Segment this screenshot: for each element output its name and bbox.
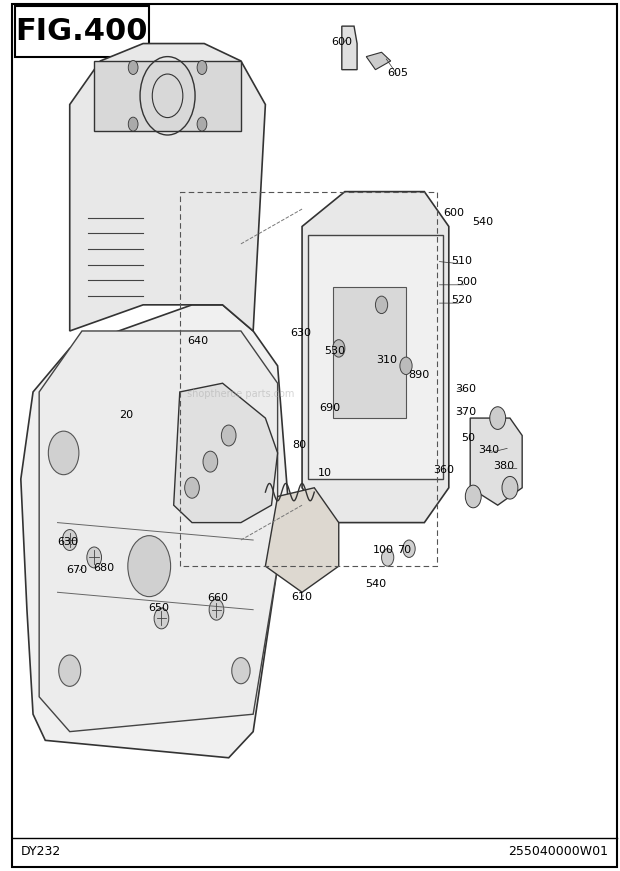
Text: 690: 690 xyxy=(319,402,340,413)
Circle shape xyxy=(59,655,81,686)
Text: 310: 310 xyxy=(376,354,397,365)
Text: 630: 630 xyxy=(290,327,311,338)
Text: FIG.400: FIG.400 xyxy=(16,17,148,46)
Text: 610: 610 xyxy=(291,591,312,602)
Polygon shape xyxy=(470,418,522,505)
Circle shape xyxy=(403,540,415,557)
Text: 630: 630 xyxy=(58,537,78,547)
Text: 890: 890 xyxy=(408,369,430,380)
Text: 680: 680 xyxy=(93,563,114,573)
Text: 360: 360 xyxy=(433,465,454,476)
Text: DY232: DY232 xyxy=(21,846,61,858)
Circle shape xyxy=(197,118,207,132)
Text: 600: 600 xyxy=(443,207,464,218)
Circle shape xyxy=(221,425,236,446)
Text: 70: 70 xyxy=(397,545,411,556)
Circle shape xyxy=(128,61,138,75)
Polygon shape xyxy=(342,26,357,70)
Polygon shape xyxy=(69,44,265,331)
Circle shape xyxy=(376,296,388,314)
Text: 255040000W01: 255040000W01 xyxy=(508,846,608,858)
Bar xyxy=(15,6,149,57)
Polygon shape xyxy=(265,488,339,592)
Polygon shape xyxy=(366,52,391,70)
Polygon shape xyxy=(94,61,241,131)
Text: 510: 510 xyxy=(451,256,472,267)
Text: 640: 640 xyxy=(188,336,209,347)
Text: 50: 50 xyxy=(461,433,476,443)
Circle shape xyxy=(490,407,506,429)
Circle shape xyxy=(128,536,171,597)
Text: 660: 660 xyxy=(207,593,228,604)
Circle shape xyxy=(185,477,200,498)
Circle shape xyxy=(197,61,207,75)
Text: shoptheroe parts.com: shoptheroe parts.com xyxy=(187,388,294,399)
Text: 20: 20 xyxy=(119,410,133,421)
Bar xyxy=(308,235,443,479)
Circle shape xyxy=(502,476,518,499)
Bar xyxy=(333,287,406,418)
Text: 600: 600 xyxy=(331,37,352,47)
Text: 340: 340 xyxy=(478,445,499,456)
Circle shape xyxy=(87,547,102,568)
Circle shape xyxy=(63,530,77,550)
Circle shape xyxy=(466,485,481,508)
Circle shape xyxy=(232,658,250,684)
Text: 530: 530 xyxy=(325,346,345,356)
Circle shape xyxy=(381,549,394,566)
Text: 80: 80 xyxy=(293,440,307,450)
Text: 10: 10 xyxy=(317,468,332,478)
Circle shape xyxy=(230,437,252,469)
Circle shape xyxy=(203,451,218,472)
Polygon shape xyxy=(39,331,278,732)
Circle shape xyxy=(154,608,169,629)
Text: 370: 370 xyxy=(455,407,477,417)
Text: 540: 540 xyxy=(472,217,493,227)
Text: 500: 500 xyxy=(456,277,477,287)
Text: 360: 360 xyxy=(456,384,476,395)
Circle shape xyxy=(48,431,79,475)
Circle shape xyxy=(400,357,412,375)
Circle shape xyxy=(128,117,138,131)
Text: 650: 650 xyxy=(149,603,169,613)
Polygon shape xyxy=(21,305,290,758)
Text: 670: 670 xyxy=(66,564,87,575)
Text: 605: 605 xyxy=(388,68,409,78)
Text: 520: 520 xyxy=(451,295,472,306)
Text: 380: 380 xyxy=(494,461,515,471)
Text: 100: 100 xyxy=(373,545,394,556)
Circle shape xyxy=(209,599,224,620)
Circle shape xyxy=(333,340,345,357)
Polygon shape xyxy=(302,192,449,523)
Text: 540: 540 xyxy=(365,578,386,589)
Polygon shape xyxy=(174,383,278,523)
